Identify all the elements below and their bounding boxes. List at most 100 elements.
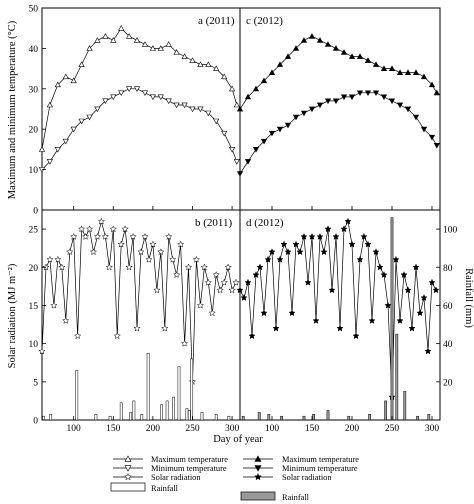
rainfall-bar-b-16 — [190, 358, 194, 421]
data-point-c-0-15 — [356, 53, 364, 59]
rainfall-bar-d-10 — [390, 217, 394, 421]
data-point-b-0-44 — [212, 271, 220, 279]
data-point-b-0-21 — [121, 225, 129, 233]
data-point-d-0-17 — [304, 278, 312, 286]
rainfall-bar-d-11 — [395, 333, 399, 421]
x-axis-label: Day of year — [213, 434, 263, 445]
data-point-c-1-4 — [268, 130, 276, 137]
x-tick-label-d-2: 200 — [345, 424, 360, 434]
data-point-c-0-7 — [292, 45, 300, 51]
data-point-d-0-3 — [248, 332, 256, 340]
data-point-d-0-9 — [272, 324, 280, 332]
data-point-b-0-28 — [149, 240, 157, 248]
rainfall-bar-b-18 — [214, 414, 218, 421]
data-point-c-1-21 — [404, 106, 412, 113]
data-point-c-1-14 — [348, 94, 356, 101]
data-point-c-0-16 — [364, 57, 372, 63]
data-point-b-0-27 — [145, 255, 153, 263]
data-point-b-0-43 — [208, 309, 216, 317]
legend-symbol-col2-2 — [254, 472, 262, 481]
data-point-d-0-15 — [296, 248, 304, 256]
data-point-c-0-3 — [260, 77, 268, 84]
data-point-c-1-9 — [308, 106, 316, 113]
data-point-c-1-20 — [396, 102, 404, 109]
legend-label-rain-2012: Rainfall — [282, 493, 310, 502]
data-point-a-1-15 — [157, 94, 164, 101]
data-point-a-1-19 — [189, 106, 196, 113]
data-point-a-1-14 — [149, 94, 157, 101]
data-point-a-0-24 — [228, 85, 236, 92]
data-point-b-0-35 — [176, 240, 185, 248]
data-point-b-0-17 — [105, 263, 114, 271]
legend-label-rain-2011: Rainfall — [151, 484, 179, 493]
data-point-c-0-23 — [420, 73, 428, 80]
data-point-c-1-12 — [332, 98, 340, 105]
rainfall-bar-d-12 — [403, 391, 407, 421]
data-point-c-0-24 — [428, 81, 436, 88]
rainfall-bar-b-7 — [132, 400, 136, 421]
data-point-d-0-25 — [336, 324, 344, 332]
data-point-b-0-8 — [69, 232, 78, 240]
chart-marks — [38, 24, 440, 421]
data-point-d-0-23 — [328, 286, 336, 294]
data-point-b-0-11 — [81, 232, 90, 240]
data-point-d-0-45 — [416, 309, 424, 317]
data-point-b-0-24 — [133, 324, 141, 332]
x-tick-label-d-1: 150 — [305, 424, 320, 434]
data-point-a-1-9 — [110, 94, 117, 101]
y2-tick-label-rain-1: 20 — [443, 378, 453, 388]
data-point-a-0-0 — [38, 146, 46, 152]
data-point-a-0-2 — [54, 81, 61, 88]
data-point-a-1-1 — [46, 159, 54, 165]
x-tick-label-b-4: 300 — [225, 424, 240, 434]
axis-ticks: 100 150 200 250 300 100 150 200 250 3000102030405… — [29, 5, 458, 435]
data-point-d-0-35 — [376, 263, 384, 271]
data-point-b-0-40 — [196, 301, 205, 309]
data-point-c-1-23 — [420, 126, 428, 133]
data-point-b-0-12 — [85, 225, 94, 233]
data-point-b-0-2 — [46, 255, 54, 263]
data-point-b-0-41 — [200, 263, 209, 271]
data-point-d-0-39 — [392, 255, 400, 263]
y-tick-label-solar-5: 25 — [29, 226, 39, 236]
y-tick-label-solar-4: 20 — [29, 264, 39, 274]
rainfall-bar-b-9 — [146, 352, 150, 421]
data-point-b-0-31 — [161, 324, 169, 332]
data-point-a-0-19 — [189, 57, 196, 63]
data-point-c-1-3 — [260, 138, 268, 145]
data-point-c-0-9 — [308, 33, 316, 39]
data-point-d-0-24 — [332, 232, 340, 240]
data-point-b-0-37 — [184, 263, 193, 271]
data-point-a-1-24 — [228, 147, 236, 153]
data-point-b-0-49 — [232, 278, 240, 286]
rainfall-bar-b-12 — [172, 396, 175, 421]
legend-label-min-temp-2012: Minimum temperature — [282, 464, 358, 473]
legend-symbol-col1-0 — [124, 455, 132, 462]
data-point-d-0-42 — [404, 286, 412, 294]
y2-tick-label-rain-2: 40 — [443, 340, 453, 350]
data-point-a-1-18 — [181, 102, 188, 109]
data-point-a-0-5 — [78, 61, 85, 67]
data-point-b-0-9 — [73, 332, 82, 340]
data-point-b-0-30 — [157, 248, 165, 256]
data-point-b-0-20 — [117, 240, 125, 248]
rainfall-bar-b-5 — [119, 402, 123, 421]
data-point-b-0-16 — [101, 232, 110, 240]
x-tick-label-b-0: 100 — [67, 424, 82, 434]
data-point-a-0-23 — [221, 73, 228, 80]
data-point-d-0-12 — [284, 248, 292, 256]
data-point-d-0-36 — [380, 271, 388, 279]
data-point-a-1-25 — [233, 159, 240, 165]
data-point-d-0-21 — [320, 248, 328, 256]
data-point-a-1-10 — [118, 90, 125, 97]
data-point-a-1-17 — [173, 102, 180, 109]
data-point-d-0-31 — [360, 232, 368, 240]
data-point-c-1-17 — [372, 90, 380, 97]
y-tick-label-temp-0: 0 — [33, 207, 38, 217]
legend-symbol-col1-1 — [124, 465, 132, 472]
data-point-d-0-32 — [364, 240, 372, 248]
data-point-d-0-43 — [408, 324, 416, 332]
data-point-a-0-21 — [205, 61, 212, 67]
data-point-d-0-0 — [236, 286, 244, 294]
